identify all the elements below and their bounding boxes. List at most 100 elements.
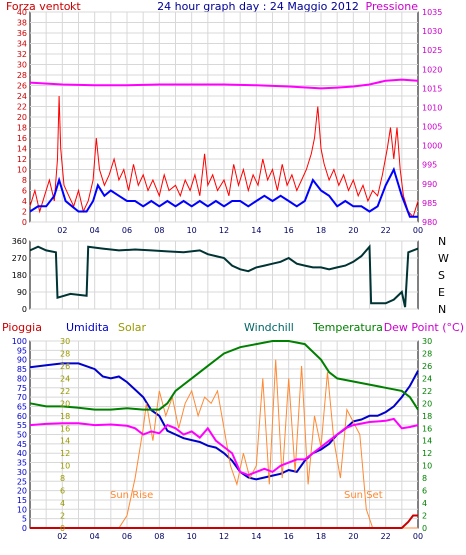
- sunset-label: Sun Set: [344, 490, 383, 501]
- x-tick-label: 22: [381, 532, 391, 541]
- legend-humidity: Umidita: [66, 321, 109, 334]
- y-left-tick-label: 18: [17, 124, 27, 133]
- x-tick-label: 12: [219, 532, 229, 541]
- y-right-tick-label: 16: [422, 424, 432, 433]
- y-mid-tick-label: 30: [60, 337, 70, 346]
- wind-axes: 0246810121416182022242628303234363840980…: [17, 8, 443, 235]
- y-left-tick-label: 24: [17, 92, 27, 101]
- y-left-tick-label: 75: [17, 384, 27, 393]
- compass-tick-label: W: [438, 252, 449, 265]
- y-left-tick-label: 35: [17, 459, 27, 468]
- y-right-tick-label: 22: [422, 387, 432, 396]
- series-wind: [29, 95, 419, 218]
- y-left-tick-label: 25: [17, 477, 27, 486]
- y-left-tick-label: 80: [17, 374, 27, 383]
- x-tick-label: 08: [154, 532, 164, 541]
- y-mid-tick-label: 22: [60, 387, 70, 396]
- y-left-tick-label: 40: [17, 449, 27, 458]
- y-right-tick-label: 1010: [422, 103, 442, 112]
- y-right-tick-label: 0: [422, 524, 427, 533]
- y-mid-tick-label: 2: [60, 512, 65, 521]
- y-mid-tick-label: 28: [60, 349, 70, 358]
- legend-rain: Pioggia: [2, 321, 42, 334]
- x-tick-label: 02: [57, 532, 67, 541]
- series-dewpoint: [29, 417, 419, 477]
- series-direction: [29, 244, 419, 308]
- y-right-tick-label: 1000: [422, 142, 442, 151]
- y-mid-tick-label: 10: [60, 462, 70, 471]
- y-right-tick-label: 1020: [422, 65, 442, 74]
- legend-windchill: Windchill: [244, 321, 294, 334]
- x-tick-label: 18: [316, 532, 326, 541]
- wind-series: [29, 78, 419, 218]
- y-left-tick-label: 90: [17, 288, 27, 297]
- x-tick-label: 12: [219, 226, 229, 235]
- x-tick-label: 14: [251, 226, 261, 235]
- wind-grid: [30, 11, 418, 223]
- x-tick-label: 00: [413, 226, 423, 235]
- x-tick-label: 02: [57, 226, 67, 235]
- y-mid-tick-label: 12: [60, 449, 70, 458]
- x-tick-label: 04: [90, 532, 100, 541]
- x-tick-label: 08: [154, 226, 164, 235]
- y-mid-tick-label: 0: [60, 524, 65, 533]
- y-left-tick-label: 38: [17, 19, 27, 28]
- x-tick-label: 10: [187, 532, 197, 541]
- y-right-tick-label: 4: [422, 499, 427, 508]
- y-mid-tick-label: 14: [60, 437, 70, 446]
- y-left-tick-label: 95: [17, 346, 27, 355]
- y-right-tick-label: 1030: [422, 27, 442, 36]
- y-right-tick-label: 980: [422, 218, 437, 227]
- x-tick-label: 06: [122, 226, 132, 235]
- y-right-tick-label: 28: [422, 349, 432, 358]
- y-mid-tick-label: 24: [60, 374, 70, 383]
- compass-tick-label: S: [438, 269, 445, 282]
- y-left-tick-label: 30: [17, 61, 27, 70]
- y-mid-tick-label: 16: [60, 424, 70, 433]
- y-right-tick-label: 8: [422, 474, 427, 483]
- header-left-label: Forza vento: [6, 0, 71, 13]
- compass-tick-label: N: [438, 235, 446, 248]
- y-left-tick-label: 0: [22, 524, 27, 533]
- y-left-tick-label: 65: [17, 402, 27, 411]
- y-left-tick-label: 5: [22, 515, 27, 524]
- series-temperature: [29, 340, 419, 411]
- y-left-tick-label: 0: [22, 305, 27, 314]
- y-mid-tick-label: 18: [60, 412, 70, 421]
- y-left-tick-label: 15: [17, 496, 27, 505]
- y-left-tick-label: 10: [17, 166, 27, 175]
- compass-tick-label: E: [438, 286, 445, 299]
- x-tick-label: 10: [187, 226, 197, 235]
- x-tick-label: 00: [413, 532, 423, 541]
- y-left-tick-label: 55: [17, 421, 27, 430]
- header-right-label: Pressione: [366, 0, 419, 13]
- y-right-tick-label: 18: [422, 412, 432, 421]
- y-left-tick-label: 8: [22, 176, 27, 185]
- y-left-tick-label: 28: [17, 71, 27, 80]
- y-right-tick-label: 10: [422, 462, 432, 471]
- y-right-tick-label: 1025: [422, 46, 442, 55]
- y-left-tick-label: 180: [12, 271, 27, 280]
- conditions-series: [29, 340, 419, 529]
- y-left-tick-label: 32: [17, 50, 27, 59]
- x-tick-label: 18: [316, 226, 326, 235]
- y-left-tick-label: 100: [12, 337, 27, 346]
- y-left-tick-label: 40: [17, 8, 27, 17]
- y-left-tick-label: 30: [17, 468, 27, 477]
- y-right-tick-label: 14: [422, 437, 432, 446]
- series-pressure: [29, 78, 419, 90]
- y-left-tick-label: 270: [12, 254, 27, 263]
- y-right-tick-label: 1035: [422, 8, 442, 17]
- y-right-tick-label: 1015: [422, 84, 442, 93]
- y-left-tick-label: 16: [17, 134, 27, 143]
- y-right-tick-label: 2: [422, 512, 427, 521]
- direction-series: [29, 244, 419, 308]
- y-left-tick-label: 360: [12, 237, 27, 246]
- y-right-tick-label: 20: [422, 399, 432, 408]
- y-left-tick-label: 12: [17, 155, 27, 164]
- y-left-tick-label: 22: [17, 103, 27, 112]
- y-right-tick-label: 990: [422, 180, 437, 189]
- y-mid-tick-label: 8: [60, 474, 65, 483]
- sunrise-label: Sun Rise: [110, 490, 153, 501]
- y-right-tick-label: 30: [422, 337, 432, 346]
